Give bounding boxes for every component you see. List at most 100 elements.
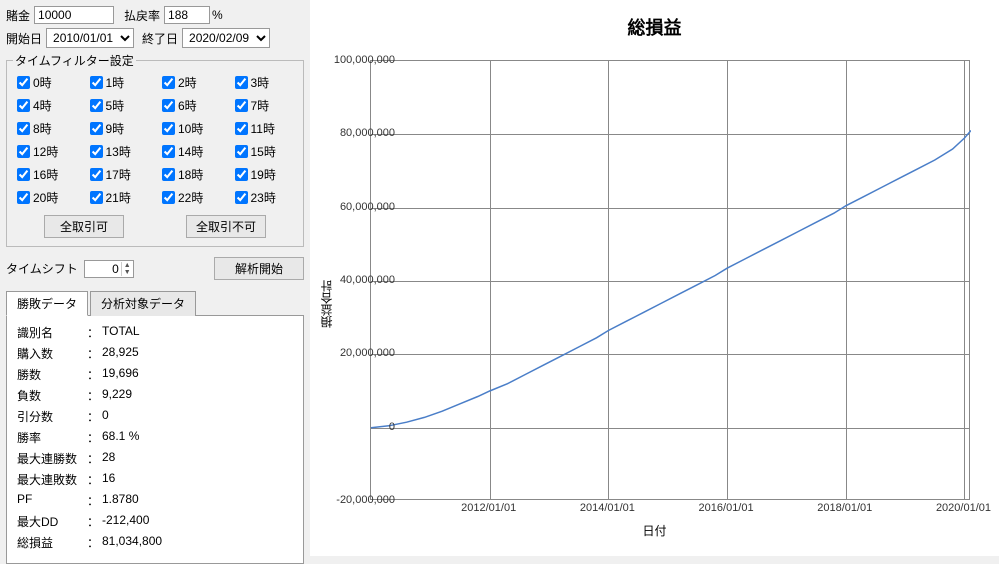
hour-checkbox-label: 13時	[106, 143, 131, 160]
hour-checkbox-7[interactable]: 7時	[231, 96, 298, 115]
stat-colon: ：	[87, 429, 102, 446]
ytick-label: 80,000,000	[340, 127, 395, 139]
hour-checkbox-input-4[interactable]	[17, 99, 30, 112]
hour-checkbox-4[interactable]: 4時	[13, 96, 80, 115]
hour-checkbox-label: 12時	[33, 143, 58, 160]
start-date-select[interactable]: 2010/01/01	[46, 28, 134, 48]
hour-checkbox-19[interactable]: 19時	[231, 165, 298, 184]
stat-row: 最大連敗数：16	[17, 471, 293, 488]
chart-xlabel: 日付	[310, 522, 999, 539]
hour-checkbox-input-21[interactable]	[90, 191, 103, 204]
hour-checkbox-21[interactable]: 21時	[86, 188, 153, 207]
hour-checkbox-input-10[interactable]	[162, 122, 175, 135]
chart-line	[371, 61, 971, 501]
hour-checkbox-input-14[interactable]	[162, 145, 175, 158]
stat-row: 最大DD：-212,400	[17, 513, 293, 530]
hour-checkbox-input-3[interactable]	[235, 76, 248, 89]
hour-checkbox-label: 1時	[106, 74, 125, 91]
stat-label: 引分数	[17, 408, 87, 425]
hour-checkbox-18[interactable]: 18時	[158, 165, 225, 184]
stat-colon: ：	[87, 345, 102, 362]
percent-label: %	[212, 8, 223, 22]
stat-label: 負数	[17, 387, 87, 404]
hour-checkbox-input-23[interactable]	[235, 191, 248, 204]
rate-input[interactable]	[164, 6, 210, 24]
hour-checkbox-label: 16時	[33, 166, 58, 183]
disable-all-button[interactable]: 全取引不可	[186, 215, 266, 238]
hour-checkbox-9[interactable]: 9時	[86, 119, 153, 138]
hour-checkbox-15[interactable]: 15時	[231, 142, 298, 161]
hour-checkbox-input-12[interactable]	[17, 145, 30, 158]
hour-checkbox-11[interactable]: 11時	[231, 119, 298, 138]
stat-label: 総損益	[17, 534, 87, 551]
tab-winloss[interactable]: 勝敗データ	[6, 291, 88, 316]
bet-input[interactable]	[34, 6, 114, 24]
hour-checkbox-1[interactable]: 1時	[86, 73, 153, 92]
ytick-label: 20,000,000	[340, 347, 395, 359]
hour-checkbox-input-20[interactable]	[17, 191, 30, 204]
hour-checkbox-0[interactable]: 0時	[13, 73, 80, 92]
hour-checkbox-input-6[interactable]	[162, 99, 175, 112]
hour-checkbox-input-15[interactable]	[235, 145, 248, 158]
hour-checkbox-8[interactable]: 8時	[13, 119, 80, 138]
end-date-select[interactable]: 2020/02/09	[182, 28, 270, 48]
hour-checkbox-label: 11時	[251, 120, 275, 137]
stat-value: 28,925	[102, 345, 139, 362]
analyze-button[interactable]: 解析開始	[214, 257, 304, 280]
hour-checkbox-17[interactable]: 17時	[86, 165, 153, 184]
hour-checkbox-label: 14時	[178, 143, 203, 160]
stat-value: 68.1 %	[102, 429, 139, 446]
hour-checkbox-input-11[interactable]	[235, 122, 248, 135]
hour-checkbox-6[interactable]: 6時	[158, 96, 225, 115]
xtick-label: 2020/01/01	[936, 502, 991, 514]
stat-row: 識別名：TOTAL	[17, 324, 293, 341]
stat-colon: ：	[87, 513, 102, 530]
hour-checkbox-input-0[interactable]	[17, 76, 30, 89]
hour-checkbox-2[interactable]: 2時	[158, 73, 225, 92]
spinner-arrows-icon[interactable]: ▲▼	[121, 262, 133, 276]
hour-checkbox-22[interactable]: 22時	[158, 188, 225, 207]
hour-checkbox-12[interactable]: 12時	[13, 142, 80, 161]
hour-checkbox-input-7[interactable]	[235, 99, 248, 112]
stat-value: -212,400	[102, 513, 149, 530]
hour-checkbox-label: 15時	[251, 143, 276, 160]
ytick-label: 100,000,000	[334, 54, 395, 66]
time-filter-grid: 0時 1時 2時 3時 4時 5時 6時 7時 8時 9時 10時 11時 12時 13時 14時 15時 16…	[13, 73, 297, 207]
hour-checkbox-14[interactable]: 14時	[158, 142, 225, 161]
hour-checkbox-label: 3時	[251, 74, 270, 91]
hour-checkbox-label: 9時	[106, 120, 125, 137]
timeshift-input[interactable]	[85, 261, 121, 277]
hour-checkbox-input-5[interactable]	[90, 99, 103, 112]
start-date-label: 開始日	[6, 30, 42, 47]
tab-analysis[interactable]: 分析対象データ	[90, 291, 196, 316]
hour-checkbox-13[interactable]: 13時	[86, 142, 153, 161]
ytick-label: 60,000,000	[340, 201, 395, 213]
hour-checkbox-10[interactable]: 10時	[158, 119, 225, 138]
hour-checkbox-5[interactable]: 5時	[86, 96, 153, 115]
hour-checkbox-input-19[interactable]	[235, 168, 248, 181]
stat-colon: ：	[87, 366, 102, 383]
enable-all-button[interactable]: 全取引可	[44, 215, 124, 238]
hour-checkbox-input-17[interactable]	[90, 168, 103, 181]
stat-row: 負数：9,229	[17, 387, 293, 404]
rate-label: 払戻率	[124, 7, 160, 24]
hour-checkbox-input-22[interactable]	[162, 191, 175, 204]
hour-checkbox-16[interactable]: 16時	[13, 165, 80, 184]
stat-label: 最大連敗数	[17, 471, 87, 488]
hour-checkbox-label: 19時	[251, 166, 276, 183]
stat-label: 勝率	[17, 429, 87, 446]
hour-checkbox-23[interactable]: 23時	[231, 188, 298, 207]
hour-checkbox-input-1[interactable]	[90, 76, 103, 89]
hour-checkbox-20[interactable]: 20時	[13, 188, 80, 207]
time-filter-legend: タイムフィルター設定	[13, 52, 136, 69]
left-panel: 賭金 払戻率 % 開始日 2010/01/01 終了日 2020/02/09 タ…	[0, 0, 310, 556]
hour-checkbox-input-8[interactable]	[17, 122, 30, 135]
hour-checkbox-3[interactable]: 3時	[231, 73, 298, 92]
stat-row: PF：1.8780	[17, 492, 293, 509]
hour-checkbox-input-13[interactable]	[90, 145, 103, 158]
hour-checkbox-input-2[interactable]	[162, 76, 175, 89]
timeshift-spinner[interactable]: ▲▼	[84, 260, 134, 278]
hour-checkbox-input-16[interactable]	[17, 168, 30, 181]
hour-checkbox-input-9[interactable]	[90, 122, 103, 135]
hour-checkbox-input-18[interactable]	[162, 168, 175, 181]
